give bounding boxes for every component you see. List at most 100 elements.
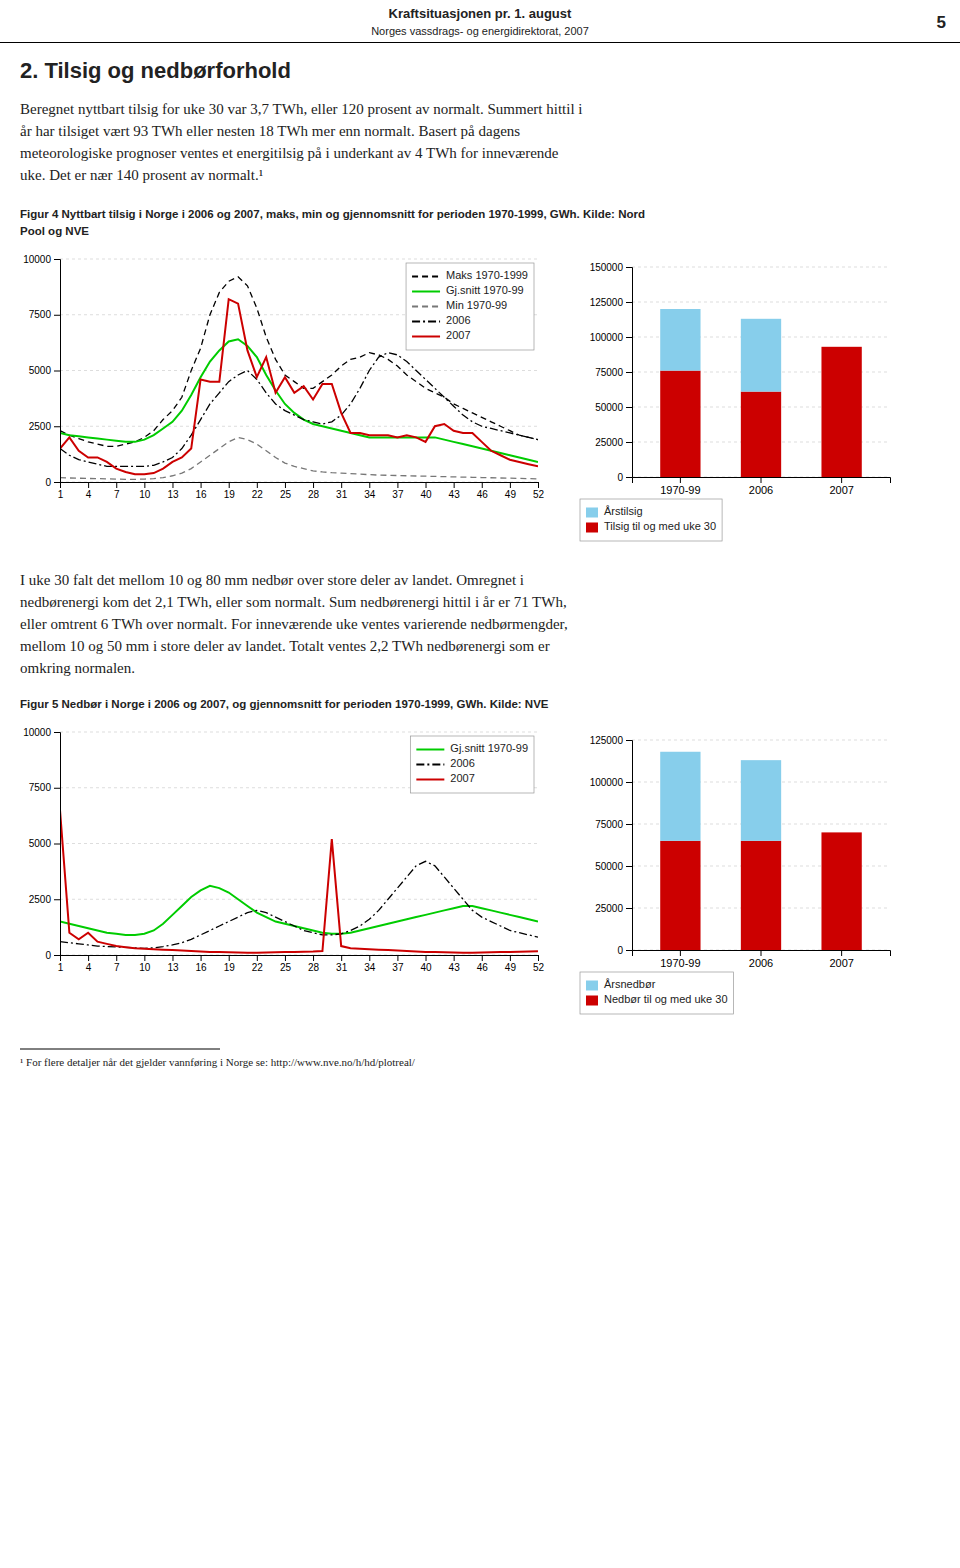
grid-line [632, 267, 890, 268]
tick-mark [54, 732, 60, 733]
bar [660, 371, 700, 477]
tick-mark [538, 482, 539, 488]
tick-label: 25000 [595, 903, 623, 914]
tick-label: 150000 [590, 262, 624, 273]
tick-label: 5000 [29, 365, 52, 376]
bar-series [660, 752, 781, 841]
bar [741, 319, 781, 392]
axis-line [54, 260, 61, 483]
legend-swatch [416, 764, 444, 766]
grid-line [60, 843, 538, 844]
legend-swatch [412, 321, 440, 323]
tick: 34 [364, 955, 376, 973]
tick-label: 10 [139, 962, 151, 973]
grid [60, 259, 538, 482]
legend: Maks 1970-1999Gj.snitt 1970-99Min 1970-9… [406, 263, 534, 350]
tick-mark [172, 482, 173, 488]
tick-mark [313, 482, 314, 488]
legend-label: Maks 1970-1999 [446, 269, 528, 281]
tick-label: 100000 [590, 332, 624, 343]
bar [821, 347, 861, 477]
tick-label: 31 [336, 962, 348, 973]
tick-mark [680, 477, 681, 483]
legend-label: Gj.snitt 1970-99 [450, 742, 528, 754]
tick: 16 [196, 955, 208, 973]
tick: 5000 [29, 838, 60, 849]
tick-mark [510, 955, 511, 961]
tick-label: 7 [114, 962, 120, 973]
tick: 75000 [595, 819, 632, 830]
tick-mark [229, 482, 230, 488]
grid-line [60, 426, 538, 427]
grid-line [60, 899, 538, 900]
tick-mark [257, 955, 258, 961]
tick: 49 [505, 955, 517, 973]
tick-label: 49 [505, 962, 517, 973]
tick: 7 [114, 955, 120, 973]
tick-mark [626, 407, 632, 408]
tick-mark [510, 482, 511, 488]
tick-mark [626, 477, 632, 478]
legend-swatch [586, 508, 598, 518]
plot-area [60, 810, 538, 953]
legend-label: 2006 [450, 757, 474, 769]
tick: 31 [336, 482, 348, 500]
plot-area [660, 752, 862, 950]
tick: 5000 [29, 365, 60, 376]
tick: 40 [420, 955, 432, 973]
legend-swatch [586, 996, 598, 1006]
tick-mark [626, 950, 632, 951]
tick-mark [54, 955, 60, 956]
series-line [60, 299, 538, 474]
legend-swatch [412, 336, 440, 338]
tick-mark [54, 788, 60, 789]
tick-mark [369, 482, 370, 488]
legend: Gj.snitt 1970-9920062007 [410, 736, 534, 793]
legend-swatch [586, 523, 598, 533]
header-title: Kraftsituasjonen pr. 1. august [389, 6, 572, 21]
section-title: 2. Tilsig og nedbørforhold [20, 58, 291, 83]
tick-mark [626, 267, 632, 268]
tick-mark [841, 477, 842, 483]
series-line [60, 861, 538, 948]
tick-label: 125000 [590, 297, 624, 308]
tick-label: 46 [477, 962, 489, 973]
tick: 2007 [829, 477, 853, 496]
tick: 0 [617, 945, 632, 956]
legend-label: Årsnedbør [604, 978, 656, 990]
tick: 25000 [595, 903, 632, 914]
paragraph-line: år har tilsiget vært 93 TWh eller nesten… [20, 123, 520, 139]
tick: 25 [280, 482, 292, 500]
tick: 52 [533, 482, 545, 500]
tick: 7 [114, 482, 120, 500]
tick-mark [313, 955, 314, 961]
tick-label: 22 [252, 962, 264, 973]
header-subtitle: Norges vassdrags- og energidirektorat, 2… [371, 25, 589, 37]
x-axis: 1970-9920062007 [633, 950, 891, 969]
paragraph-line: eller omtrent 6 TWh over normalt. For in… [20, 616, 568, 632]
tick-mark [341, 955, 342, 961]
tick-label: 28 [308, 489, 320, 500]
tick-label: 75000 [595, 819, 623, 830]
paragraph-line: uke. Det er nær 140 prosent av normalt.¹ [20, 167, 263, 183]
legend-label: Nedbør til og med uke 30 [604, 993, 728, 1005]
tick-label: 46 [477, 489, 489, 500]
chart: 1471013161922252831343740434649520250050… [23, 727, 544, 973]
tick-label: 2007 [829, 957, 853, 969]
figure-caption: Figur 4 Nyttbart tilsig i Norge i 2006 o… [20, 208, 645, 220]
grid-line [632, 740, 890, 741]
tick: 19 [224, 482, 236, 500]
tick-label: 43 [449, 962, 461, 973]
tick-label: 10000 [23, 727, 51, 738]
legend-swatch [412, 291, 440, 293]
figure-caption: Figur 5 Nedbør i Norge i 2006 og 2007, o… [20, 698, 549, 710]
tick-label: 2006 [749, 957, 773, 969]
legend-label: Gj.snitt 1970-99 [446, 284, 524, 296]
page: Kraftsituasjonen pr. 1. august Norges vas… [0, 0, 960, 1568]
legend-frame [410, 736, 534, 793]
plot-area [660, 309, 862, 477]
tick: 7500 [29, 309, 60, 320]
bar [821, 832, 861, 950]
tick-label: 22 [252, 489, 264, 500]
tick: 16 [196, 482, 208, 500]
